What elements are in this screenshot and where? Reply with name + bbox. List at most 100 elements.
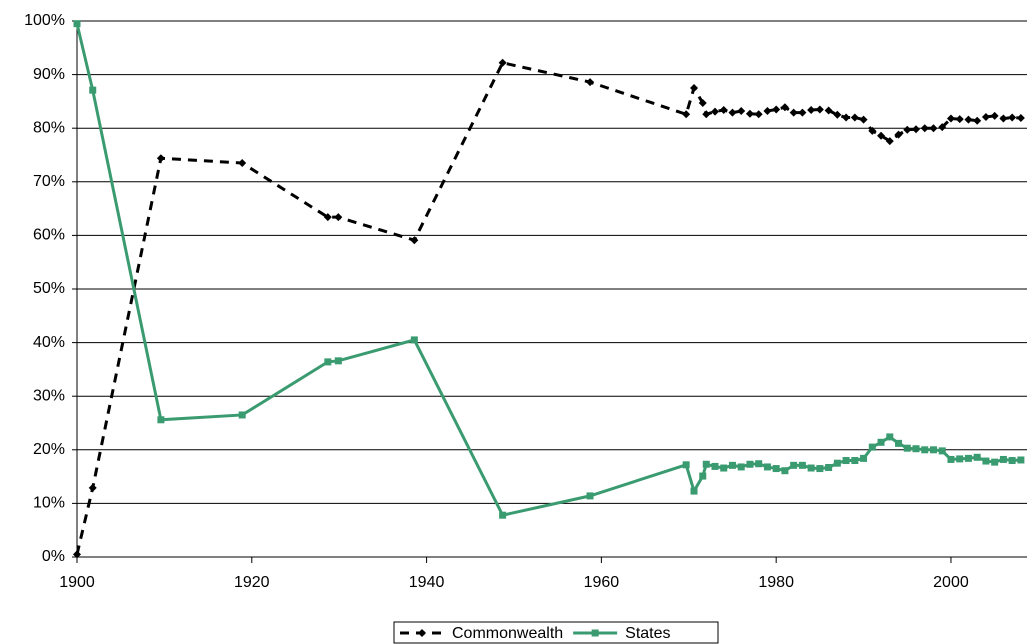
y-tick-label: 60% <box>33 227 65 244</box>
marker <box>990 111 999 120</box>
marker <box>912 125 921 134</box>
marker <box>1017 456 1025 464</box>
marker <box>868 126 877 135</box>
marker <box>824 106 833 115</box>
marker <box>938 447 946 455</box>
marker <box>690 487 698 495</box>
marker <box>912 445 920 453</box>
marker <box>894 130 903 139</box>
marker <box>720 464 728 472</box>
marker <box>702 460 710 468</box>
marker <box>763 463 771 471</box>
marker <box>699 472 707 480</box>
marker <box>711 462 719 470</box>
x-tick-label: 1940 <box>409 574 445 591</box>
marker <box>929 446 937 454</box>
marker <box>772 465 780 473</box>
marker <box>690 84 699 92</box>
legend-label: Commonwealth <box>452 625 563 642</box>
marker <box>999 114 1008 123</box>
marker <box>780 103 789 112</box>
y-tick-label: 90% <box>33 66 65 83</box>
y-tick-label: 40% <box>33 334 65 351</box>
marker <box>973 116 982 125</box>
y-tick-label: 20% <box>33 441 65 458</box>
marker <box>981 112 990 121</box>
marker <box>710 107 719 116</box>
legend-box <box>393 621 719 644</box>
x-tick-label: 1900 <box>59 574 95 591</box>
y-tick-label: 0% <box>42 548 65 565</box>
marker <box>781 467 789 475</box>
marker <box>982 457 990 465</box>
marker <box>850 113 859 122</box>
marker <box>746 460 754 468</box>
marker <box>418 629 426 637</box>
marker <box>499 511 507 519</box>
marker <box>745 109 754 118</box>
marker <box>238 159 247 168</box>
marker <box>877 131 886 140</box>
marker <box>885 137 894 146</box>
marker <box>895 439 903 447</box>
marker <box>323 213 332 222</box>
y-tick-label: 100% <box>24 12 65 29</box>
marker <box>903 125 912 134</box>
marker <box>807 105 816 114</box>
marker <box>798 461 806 469</box>
marker <box>698 99 707 108</box>
marker <box>586 492 594 500</box>
marker <box>807 464 815 472</box>
x-tick-label: 2000 <box>933 574 969 591</box>
marker <box>903 444 911 452</box>
marker <box>816 465 824 473</box>
marker <box>973 453 981 461</box>
y-tick-label: 10% <box>33 495 65 512</box>
marker <box>999 455 1007 463</box>
marker <box>798 108 807 117</box>
marker <box>1008 113 1017 122</box>
marker <box>964 115 973 124</box>
marker <box>991 458 999 466</box>
marker <box>156 154 165 163</box>
marker <box>410 236 419 245</box>
marker <box>842 457 850 465</box>
y-tick-label: 70% <box>33 173 65 190</box>
marker <box>851 457 859 465</box>
marker <box>157 416 165 424</box>
marker <box>868 443 876 451</box>
marker <box>410 336 418 344</box>
marker <box>763 107 772 116</box>
y-tick-label: 30% <box>33 387 65 404</box>
marker <box>719 105 728 114</box>
marker <box>815 105 824 114</box>
marker <box>498 58 507 67</box>
marker <box>682 110 691 119</box>
marker <box>591 629 599 637</box>
marker <box>754 110 763 119</box>
marker <box>946 114 955 123</box>
marker <box>728 108 737 117</box>
marker <box>842 113 851 122</box>
marker <box>1016 114 1025 123</box>
marker <box>772 105 781 114</box>
marker <box>833 110 842 119</box>
marker <box>790 461 798 469</box>
x-tick-label: 1960 <box>584 574 620 591</box>
y-tick-label: 50% <box>33 280 65 297</box>
legend-label: States <box>625 625 670 642</box>
marker <box>334 357 342 365</box>
marker <box>324 358 332 366</box>
marker <box>89 86 97 94</box>
marker <box>1008 457 1016 465</box>
marker <box>737 107 746 116</box>
x-tick-label: 1980 <box>758 574 794 591</box>
marker <box>955 115 964 124</box>
marker <box>238 411 246 419</box>
marker <box>755 460 763 468</box>
marker <box>947 455 955 463</box>
marker <box>88 483 97 492</box>
marker <box>877 438 885 446</box>
